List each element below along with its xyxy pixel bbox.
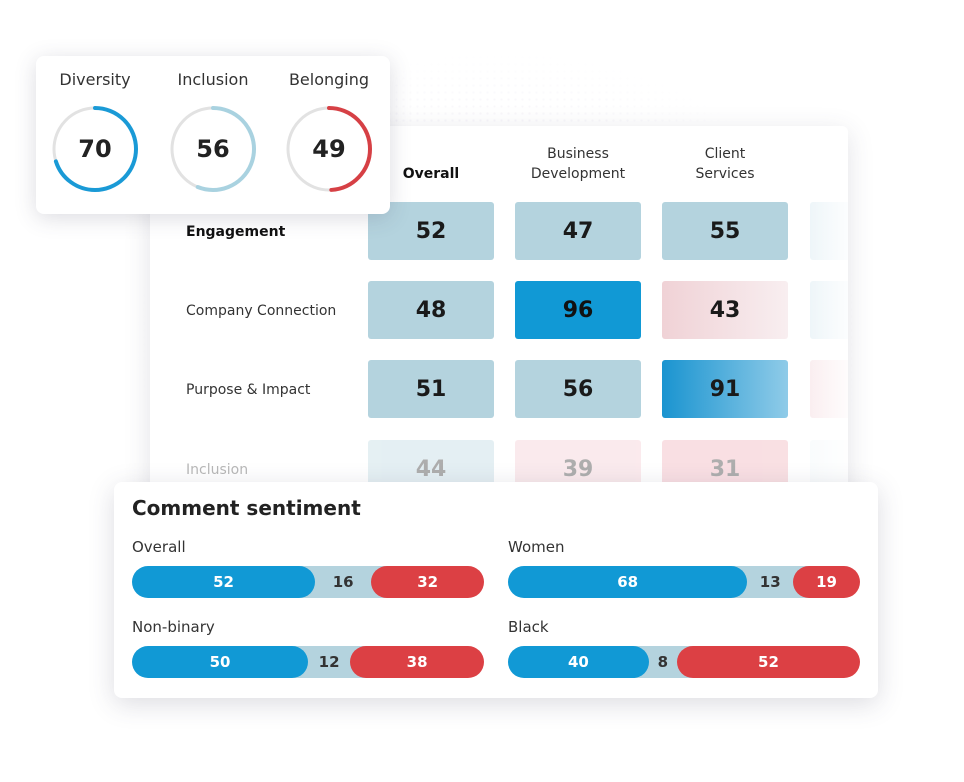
gauge-arc bbox=[170, 106, 256, 192]
row-label-engagement: Engagement bbox=[186, 224, 286, 240]
negative-segment: 52 bbox=[676, 646, 860, 678]
sentiment-bar: 13 68 19 bbox=[508, 566, 860, 598]
row-label-company-connection: Company Connection bbox=[186, 303, 337, 319]
row-label-purpose-impact: Purpose & Impact bbox=[186, 382, 311, 398]
belonging-label: Belonging bbox=[288, 70, 370, 89]
sentiment-group-overall[interactable]: Overall 16 52 32 bbox=[132, 538, 484, 598]
gauge-arc bbox=[286, 106, 372, 192]
inclusion-gauge: 56 bbox=[168, 104, 258, 194]
heatmap-cell[interactable]: 55 bbox=[662, 202, 788, 260]
heatmap-cell[interactable]: 47 bbox=[515, 202, 641, 260]
inclusion-label: Inclusion bbox=[177, 70, 249, 89]
heatmap-cell[interactable]: 51 bbox=[368, 360, 494, 418]
belonging-score[interactable]: Belonging 49 bbox=[274, 70, 384, 194]
diversity-gauge: 70 bbox=[50, 104, 140, 194]
negative-segment: 19 bbox=[793, 566, 860, 598]
heatmap-cell-partial bbox=[810, 281, 848, 339]
gauge-arc bbox=[52, 106, 138, 192]
heatmap-cell[interactable]: 91 bbox=[662, 360, 788, 418]
positive-segment: 40 bbox=[508, 646, 649, 678]
diversity-value: 70 bbox=[78, 135, 112, 163]
positive-segment: 52 bbox=[132, 566, 316, 598]
heatmap-cell[interactable]: 43 bbox=[662, 281, 788, 339]
belonging-gauge: 49 bbox=[284, 104, 374, 194]
negative-segment: 32 bbox=[371, 566, 484, 598]
sentiment-group-black[interactable]: Black 8 40 52 bbox=[508, 618, 860, 678]
inclusion-score[interactable]: Inclusion 56 bbox=[158, 70, 268, 194]
column-header-business-development: Business Development bbox=[530, 146, 626, 182]
sentiment-title: Comment sentiment bbox=[132, 496, 361, 520]
inclusion-value: 56 bbox=[196, 135, 230, 163]
sentiment-bar: 12 50 38 bbox=[132, 646, 484, 678]
diversity-label: Diversity bbox=[59, 70, 131, 89]
sentiment-group-women[interactable]: Women 13 68 19 bbox=[508, 538, 860, 598]
positive-segment: 68 bbox=[508, 566, 748, 598]
belonging-value: 49 bbox=[312, 135, 346, 163]
sentiment-group-label: Non-binary bbox=[132, 618, 215, 636]
sentiment-group-label: Women bbox=[508, 538, 565, 556]
positive-segment: 50 bbox=[132, 646, 308, 678]
heatmap-cell-partial bbox=[810, 202, 848, 260]
heatmap-cell[interactable]: 52 bbox=[368, 202, 494, 260]
sentiment-group-non-binary[interactable]: Non-binary 12 50 38 bbox=[132, 618, 484, 678]
heatmap-cell[interactable]: 96 bbox=[515, 281, 641, 339]
row-label-inclusion: Inclusion bbox=[186, 462, 249, 478]
sentiment-bar: 16 52 32 bbox=[132, 566, 484, 598]
dib-scores-card: Diversity 70 Inclusion 56 Belonging 49 bbox=[36, 56, 390, 214]
heatmap-cell-partial bbox=[810, 360, 848, 418]
sentiment-group-label: Black bbox=[508, 618, 549, 636]
heatmap-cell[interactable]: 56 bbox=[515, 360, 641, 418]
comment-sentiment-card: Comment sentiment Overall 16 52 32 Women… bbox=[114, 482, 878, 698]
negative-segment: 38 bbox=[350, 646, 484, 678]
sentiment-bar: 8 40 52 bbox=[508, 646, 860, 678]
sentiment-group-label: Overall bbox=[132, 538, 186, 556]
heatmap-cell[interactable]: 48 bbox=[368, 281, 494, 339]
diversity-score[interactable]: Diversity 70 bbox=[40, 70, 150, 194]
column-header-overall: Overall bbox=[402, 166, 460, 182]
column-header-client-services: Client Services bbox=[695, 146, 755, 182]
